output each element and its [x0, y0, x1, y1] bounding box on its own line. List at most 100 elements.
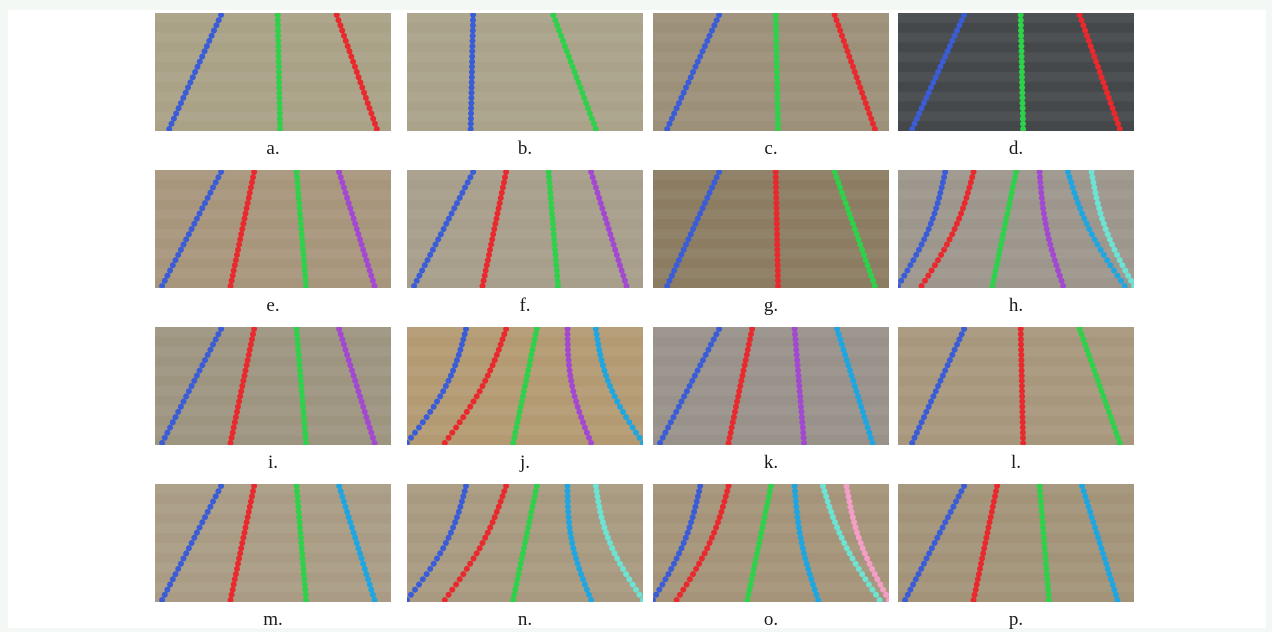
- crop-row-point-cyan: [636, 434, 643, 441]
- crop-row-point-blue: [450, 524, 457, 531]
- crop-row-point-red: [1087, 43, 1094, 50]
- crop-row-point-green: [294, 174, 300, 181]
- crop-row-point-red: [453, 581, 460, 588]
- crop-row-point-red: [951, 226, 958, 232]
- crop-row-point-pink: [844, 488, 851, 495]
- crop-row-point-green: [299, 550, 306, 557]
- crop-row-point-blue: [429, 246, 436, 253]
- crop-row-point-aqua: [859, 571, 866, 578]
- crop-row-point-red: [487, 367, 494, 374]
- crop-row-point-blue: [686, 383, 693, 389]
- crop-row-point-green: [1019, 100, 1026, 107]
- crop-row-point-red: [870, 120, 876, 127]
- crop-row-point-red: [499, 336, 506, 343]
- crop-row-point-green: [753, 555, 759, 562]
- crop-row-point-purple: [366, 267, 373, 274]
- crop-row-point-red: [949, 231, 956, 238]
- crop-row-point-cyan: [838, 341, 845, 348]
- soil-texture: [898, 523, 1134, 534]
- crop-row-point-red: [228, 591, 235, 598]
- crop-row-point-cyan: [357, 550, 363, 557]
- crop-row-point-red: [729, 419, 736, 426]
- crop-row-point-cyan: [594, 336, 601, 343]
- crop-row-point-blue: [902, 597, 909, 602]
- crop-row-point-blue: [666, 277, 673, 284]
- field-image: [155, 327, 391, 445]
- crop-row-point-green: [522, 383, 528, 389]
- crop-row-point-green: [1018, 53, 1025, 60]
- crop-row-point-green: [864, 262, 871, 269]
- crop-row-point-green: [751, 560, 758, 567]
- crop-row-point-green: [831, 170, 838, 175]
- crop-row-point-blue: [920, 560, 927, 567]
- crop-row-point-green: [1041, 540, 1048, 546]
- crop-row-point-aqua: [617, 560, 623, 567]
- crop-row-point-red: [362, 94, 369, 101]
- crop-row-point-green: [550, 13, 557, 18]
- crop-row-point-aqua: [824, 498, 831, 505]
- crop-row-point-purple: [1060, 283, 1067, 288]
- crop-row-point-purple: [1055, 267, 1061, 274]
- crop-row-point-red: [245, 351, 252, 358]
- crop-row-point-red: [493, 215, 500, 222]
- crop-row-point-green: [747, 581, 754, 588]
- crop-row-point-green: [275, 69, 282, 75]
- crop-row-point-purple: [363, 414, 370, 421]
- soil-texture: [155, 582, 391, 593]
- crop-row-point-red: [484, 529, 491, 536]
- crop-row-point-blue: [678, 94, 685, 101]
- crop-row-point-green: [512, 586, 519, 593]
- crop-row-point-green: [296, 362, 303, 369]
- crop-row-point-purple: [596, 194, 603, 201]
- crop-row-point-blue: [202, 514, 208, 521]
- soil-texture: [898, 52, 1134, 63]
- crop-row-point-blue: [656, 586, 663, 593]
- crop-row-point-blue: [423, 571, 430, 578]
- crop-row-point-green: [560, 37, 566, 44]
- crop-row-point-green: [274, 13, 281, 18]
- crop-row-point-cyan: [837, 336, 844, 343]
- crop-row-point-green: [1019, 105, 1026, 112]
- crop-row-point-green: [300, 408, 307, 415]
- crop-row-point-red: [985, 524, 992, 531]
- crop-row-point-aqua: [823, 493, 830, 500]
- crop-row-point-cyan: [340, 498, 347, 505]
- crop-row-point-blue: [681, 393, 688, 400]
- crop-row-point-purple: [566, 367, 573, 374]
- crop-row-point-green: [1001, 226, 1008, 232]
- crop-row-point-green: [554, 277, 561, 284]
- crop-row-point-blue: [683, 241, 689, 248]
- crop-row-point-blue: [185, 545, 192, 552]
- figure-panel: a.: [155, 13, 391, 161]
- field-image: [407, 327, 643, 445]
- panel-caption: m.: [263, 609, 283, 630]
- crop-row-point-cyan: [567, 529, 574, 536]
- crop-row-point-green: [763, 503, 770, 510]
- crop-row-point-red: [467, 403, 474, 410]
- crop-row-point-blue: [215, 331, 222, 338]
- crop-row-point-cyan: [1066, 174, 1073, 181]
- crop-row-point-purple: [565, 357, 572, 364]
- crop-row-point-aqua: [626, 576, 633, 583]
- crop-row-point-blue: [686, 524, 693, 531]
- crop-row-point-cyan: [576, 565, 583, 572]
- crop-row-point-blue: [668, 272, 675, 279]
- crop-row-point-red: [918, 283, 925, 288]
- crop-row-point-red: [352, 63, 358, 70]
- figure-panel: m.: [155, 484, 391, 632]
- crop-row-point-green: [1018, 27, 1024, 34]
- crop-row-point-red: [850, 63, 856, 70]
- crop-row-point-purple: [623, 283, 630, 288]
- crop-row-point-blue: [460, 336, 467, 343]
- crop-row-point-aqua: [846, 550, 853, 557]
- crop-row-point-purple: [352, 377, 359, 384]
- crop-row-point-blue: [430, 403, 437, 410]
- crop-row-point-red: [773, 200, 780, 207]
- crop-row-point-red: [344, 43, 351, 50]
- soil-texture: [155, 248, 391, 259]
- crop-row-point-red: [773, 220, 780, 227]
- crop-row-point-blue: [468, 105, 475, 112]
- figure-panel: d.: [898, 13, 1134, 161]
- crop-row-point-red: [241, 215, 248, 222]
- crop-row-point-green: [277, 126, 284, 131]
